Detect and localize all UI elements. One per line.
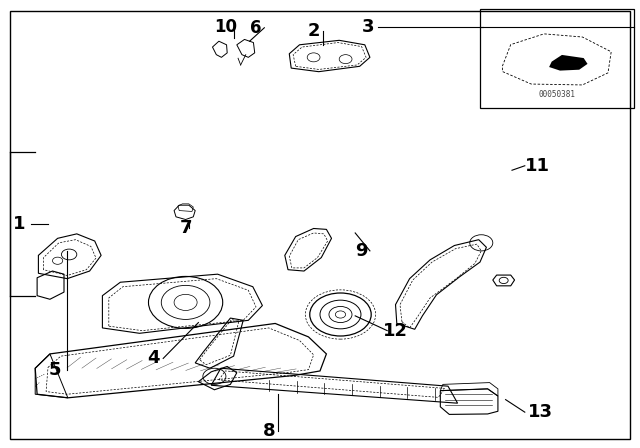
Text: 12: 12 [383,322,408,340]
Bar [480,9,634,108]
Text: 5: 5 [48,361,61,379]
Text: 11: 11 [525,157,550,175]
Text: 7: 7 [179,220,192,237]
Text: 4: 4 [147,349,160,367]
Text: 13: 13 [528,403,554,421]
Text: 9: 9 [355,242,368,260]
Text: 1: 1 [13,215,26,233]
Polygon shape [549,55,588,71]
Text: 3: 3 [362,18,374,36]
Text: 00050381: 00050381 [538,90,575,99]
Text: 8: 8 [262,422,275,440]
Text: 2: 2 [307,22,320,40]
Text: 10: 10 [214,18,237,36]
Text: 6: 6 [250,19,262,37]
